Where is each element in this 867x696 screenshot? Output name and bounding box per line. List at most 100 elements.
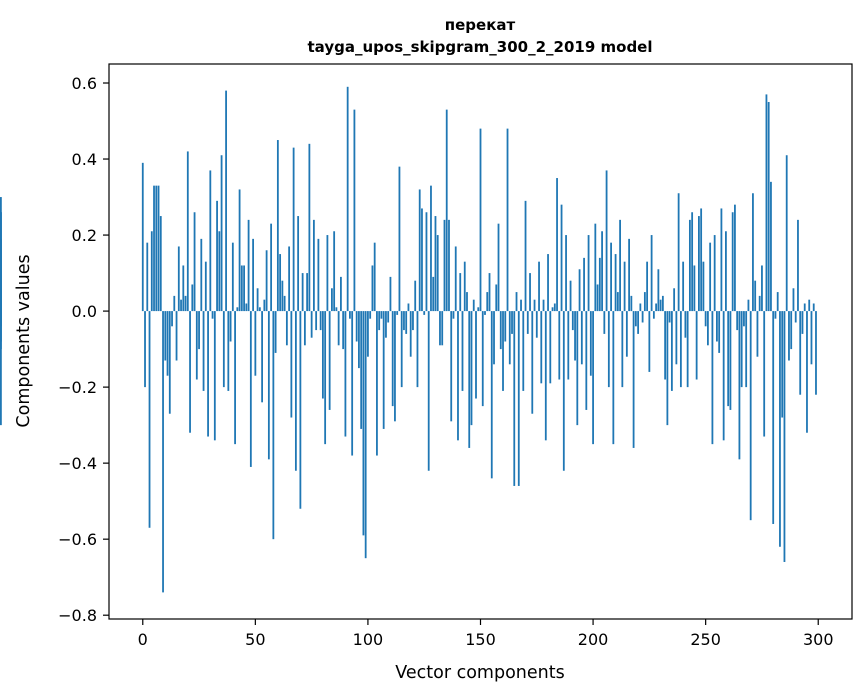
bar <box>815 311 817 395</box>
bar <box>734 204 736 312</box>
bar <box>634 311 637 327</box>
bar <box>736 311 739 331</box>
bar <box>412 311 414 331</box>
bar <box>569 280 572 312</box>
bar <box>612 311 615 445</box>
bar <box>310 311 313 338</box>
y-tick-label: 0.0 <box>72 302 97 321</box>
bar <box>592 311 594 445</box>
bar <box>571 311 574 331</box>
bar <box>204 261 207 312</box>
bar <box>335 307 338 312</box>
x-tick-label: 300 <box>803 630 834 649</box>
bar <box>220 155 223 312</box>
bar <box>414 280 417 312</box>
bar <box>765 94 768 312</box>
bar <box>326 235 329 312</box>
bar <box>421 208 423 312</box>
bar <box>416 311 419 388</box>
bar <box>285 311 288 346</box>
bar <box>159 216 162 312</box>
bar <box>261 311 263 403</box>
bar <box>274 311 277 353</box>
bar <box>398 166 401 312</box>
bar <box>319 311 322 331</box>
bar <box>614 254 617 312</box>
y-axis-label: Components values <box>14 254 34 427</box>
bar <box>481 311 484 407</box>
bar <box>234 311 236 445</box>
bar <box>479 128 482 312</box>
bar <box>193 212 196 312</box>
bar <box>772 311 775 524</box>
bar <box>729 311 732 410</box>
bar <box>409 311 412 357</box>
bar <box>351 311 354 456</box>
bar <box>376 311 378 456</box>
bar <box>227 311 230 391</box>
bar <box>637 311 640 334</box>
y-tick-label: 0.2 <box>72 226 97 245</box>
bar <box>184 295 187 312</box>
bar <box>308 143 311 312</box>
bar <box>153 185 155 312</box>
bar <box>450 311 453 422</box>
bar <box>700 208 703 312</box>
bar <box>454 246 457 312</box>
bar <box>418 189 421 312</box>
bar <box>682 261 685 312</box>
bar <box>171 311 173 327</box>
bar <box>355 311 358 342</box>
bar <box>367 311 369 357</box>
bar <box>461 311 464 391</box>
bar <box>362 311 365 536</box>
bar <box>686 311 689 388</box>
bar <box>630 295 633 312</box>
x-tick-label: 250 <box>690 630 721 649</box>
bar <box>288 246 291 312</box>
bar <box>792 288 795 312</box>
bar <box>407 303 410 312</box>
bar <box>506 128 509 312</box>
bar <box>544 311 547 441</box>
bar <box>387 311 390 323</box>
bar <box>191 284 194 312</box>
bar <box>558 311 561 380</box>
bar <box>504 311 507 342</box>
bar <box>628 238 630 312</box>
bar <box>774 311 777 319</box>
bar <box>578 269 581 312</box>
bar <box>679 311 682 388</box>
bar <box>0 212 2 312</box>
bar <box>272 311 275 540</box>
bar <box>292 147 295 312</box>
bar <box>380 311 383 319</box>
bar <box>497 223 500 312</box>
bar <box>639 303 642 312</box>
bar <box>583 257 585 312</box>
bar <box>643 292 646 312</box>
bar <box>648 311 651 372</box>
bar <box>216 200 218 312</box>
bar <box>470 311 473 426</box>
bar <box>389 276 392 312</box>
bar <box>475 311 477 399</box>
bar <box>403 311 405 331</box>
bar <box>396 311 399 315</box>
bar <box>553 303 556 312</box>
bar <box>391 311 394 407</box>
bar <box>493 311 495 365</box>
bar <box>513 311 516 486</box>
bar <box>175 311 178 361</box>
bar <box>463 261 466 312</box>
bar <box>738 311 741 460</box>
bar <box>587 235 590 312</box>
bar <box>574 311 576 361</box>
bar <box>767 102 770 312</box>
bar <box>434 216 437 312</box>
bar <box>265 250 268 312</box>
bar <box>211 311 214 319</box>
bar <box>400 311 403 388</box>
bar <box>141 162 144 312</box>
